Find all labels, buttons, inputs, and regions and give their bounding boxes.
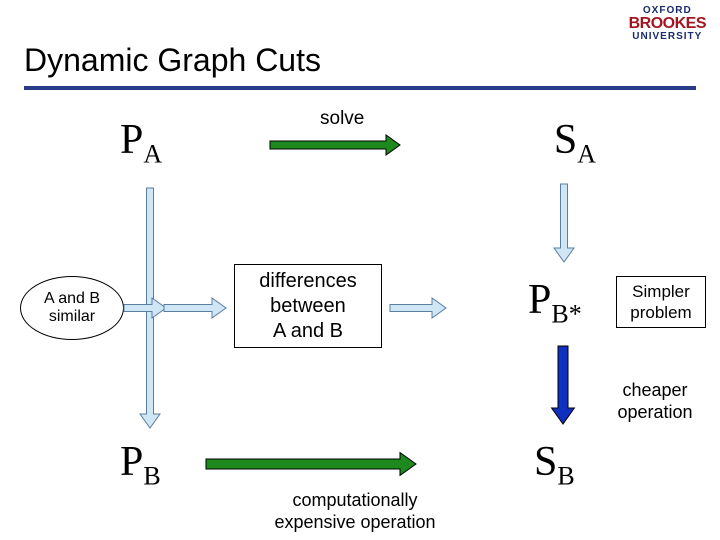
node-PBstar-sub: B* bbox=[551, 299, 581, 328]
logo-line-2: BROOKES bbox=[629, 16, 706, 32]
page-title: Dynamic Graph Cuts bbox=[24, 42, 321, 79]
arrow-PA_to_diff bbox=[164, 298, 226, 318]
node-PBstar: PB* bbox=[528, 276, 582, 329]
node-PA: PA bbox=[120, 116, 162, 169]
node-PB-sub: B bbox=[143, 461, 160, 490]
node-PB-base: P bbox=[120, 439, 143, 485]
node-PA-sub: A bbox=[143, 139, 162, 168]
box-simpler-text: Simplerproblem bbox=[630, 281, 691, 324]
node-SB-sub: B bbox=[557, 461, 574, 490]
ellipse-a-and-b-similar: A and Bsimilar bbox=[20, 276, 124, 340]
box-differences-text: differencesbetweenA and B bbox=[259, 269, 356, 344]
logo-line-3: UNIVERSITY bbox=[629, 32, 706, 42]
arrow-diff_to_PBs bbox=[390, 298, 446, 318]
label-expensive: computationallyexpensive operation bbox=[235, 490, 475, 533]
arrow-ellipse_to_PA bbox=[124, 298, 166, 318]
node-SB-base: S bbox=[534, 439, 557, 485]
label-solve: solve bbox=[320, 108, 364, 130]
node-PBstar-base: P bbox=[528, 277, 551, 323]
box-simpler-problem: Simplerproblem bbox=[616, 276, 706, 328]
arrow-PBs_down bbox=[550, 346, 576, 424]
node-PB: PB bbox=[120, 438, 161, 491]
node-SA-sub: A bbox=[577, 139, 596, 168]
arrow-PB_to_SB bbox=[206, 452, 416, 476]
node-SA-base: S bbox=[554, 117, 577, 163]
node-SB: SB bbox=[534, 438, 575, 491]
label-cheaper: cheaperoperation bbox=[600, 380, 710, 423]
ellipse-text: A and Bsimilar bbox=[44, 290, 100, 327]
arrow-SA_to_PB bbox=[554, 184, 574, 262]
node-PA-base: P bbox=[120, 117, 143, 163]
arrow-solve bbox=[270, 135, 400, 155]
node-SA: SA bbox=[554, 116, 596, 169]
box-differences: differencesbetweenA and B bbox=[234, 264, 382, 348]
title-rule bbox=[24, 86, 696, 90]
brookes-logo: OXFORD BROOKES UNIVERSITY bbox=[629, 6, 706, 42]
